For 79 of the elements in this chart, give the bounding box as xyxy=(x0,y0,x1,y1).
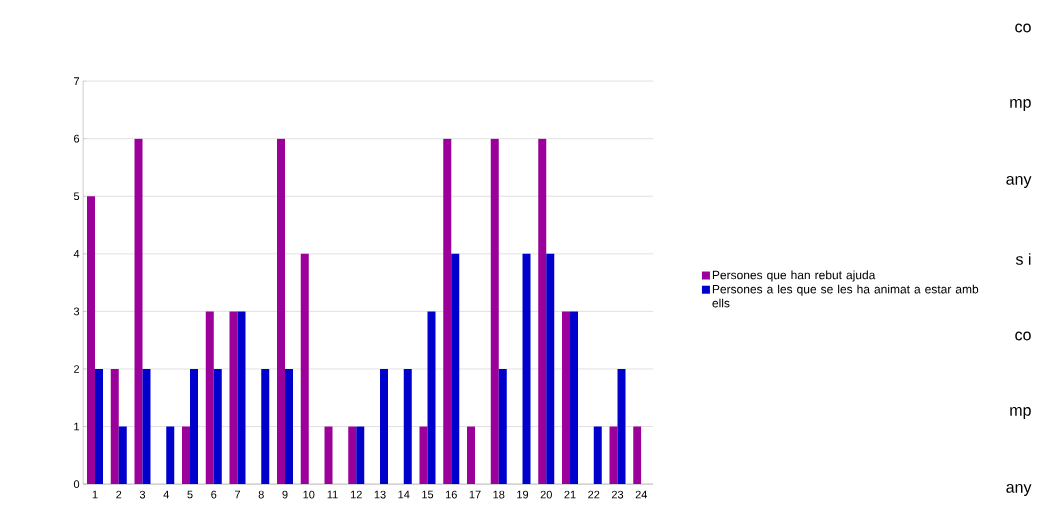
bar xyxy=(451,253,460,485)
x-tick-label: 8 xyxy=(258,490,264,499)
y-tick-label: 6 xyxy=(74,134,80,143)
text: mp xyxy=(1010,99,1031,111)
x-tick-label: 23 xyxy=(611,490,624,499)
text: co xyxy=(1015,23,1031,33)
y-tick-label: 7 xyxy=(74,77,80,85)
x-tick-label: 17 xyxy=(469,490,481,499)
x-tick-label: 11 xyxy=(327,490,338,499)
y-tick-label: 2 xyxy=(74,365,80,373)
bar xyxy=(522,253,531,485)
x-tick-label: 19 xyxy=(517,490,529,499)
bar xyxy=(562,311,571,485)
x-tick-label: 21 xyxy=(564,490,576,499)
legend-label: Persones a les que se les ha animat a estar amb ells xyxy=(712,284,979,308)
legend-label: Persones que han rebut ajuda xyxy=(712,270,876,282)
text: co xyxy=(1015,331,1031,341)
x-tick-label: 9 xyxy=(282,490,288,499)
bar xyxy=(285,368,294,485)
x-tick-label: 24 xyxy=(635,490,648,499)
x-tick-label: 6 xyxy=(211,490,217,499)
x-tick-label: 4 xyxy=(163,490,169,499)
bar xyxy=(467,426,476,485)
x-tick-label: 22 xyxy=(588,490,600,499)
x-tick-label: 3 xyxy=(139,490,146,499)
x-tick-label: 7 xyxy=(235,490,241,499)
x-tick-label: 2 xyxy=(116,490,122,499)
bar xyxy=(570,311,579,485)
y-tick-label: 0 xyxy=(73,480,80,489)
bar xyxy=(356,426,365,485)
bar xyxy=(633,426,642,485)
x-tick-label: 13 xyxy=(374,490,386,499)
bar xyxy=(538,138,547,485)
bar xyxy=(134,138,143,485)
bar xyxy=(261,368,270,485)
text: any xyxy=(1006,484,1032,496)
bar xyxy=(182,426,191,485)
bar xyxy=(427,311,436,485)
y-tick-label: 1 xyxy=(74,422,80,431)
bar xyxy=(190,368,198,485)
text: mp xyxy=(1010,407,1031,419)
bar xyxy=(419,426,428,485)
x-tick-label: 1 xyxy=(92,490,98,499)
bar xyxy=(546,253,555,485)
bar xyxy=(403,368,412,485)
y-tick-label: 5 xyxy=(73,192,80,201)
bar xyxy=(609,426,618,485)
bar xyxy=(617,368,626,485)
bar xyxy=(142,368,151,485)
x-tick-label: 16 xyxy=(445,490,457,499)
x-tick-label: 5 xyxy=(187,490,193,499)
bar xyxy=(593,426,602,485)
bar xyxy=(380,368,389,485)
bar xyxy=(229,311,238,485)
bar xyxy=(443,138,452,485)
bar xyxy=(300,253,309,485)
bar xyxy=(213,368,222,485)
bar xyxy=(95,368,103,485)
bar xyxy=(110,368,119,485)
bar xyxy=(498,368,507,485)
bar xyxy=(490,138,499,485)
bar xyxy=(87,196,95,485)
x-tick-label: 18 xyxy=(493,490,505,499)
x-tick-label: 10 xyxy=(303,490,315,499)
bar xyxy=(324,426,333,485)
y-tick-label: 4 xyxy=(73,250,80,258)
x-tick-label: 14 xyxy=(398,490,410,499)
text: any xyxy=(1006,176,1032,188)
x-tick-label: 20 xyxy=(540,490,552,499)
bar xyxy=(348,426,357,485)
x-tick-label: 12 xyxy=(350,490,362,499)
bar xyxy=(118,426,127,485)
y-tick-label: 3 xyxy=(73,307,80,316)
bar xyxy=(205,311,214,485)
bar xyxy=(237,311,246,485)
bar xyxy=(277,138,285,485)
text: s i xyxy=(1015,253,1031,265)
bar xyxy=(166,426,175,485)
x-tick-label: 15 xyxy=(422,490,434,499)
